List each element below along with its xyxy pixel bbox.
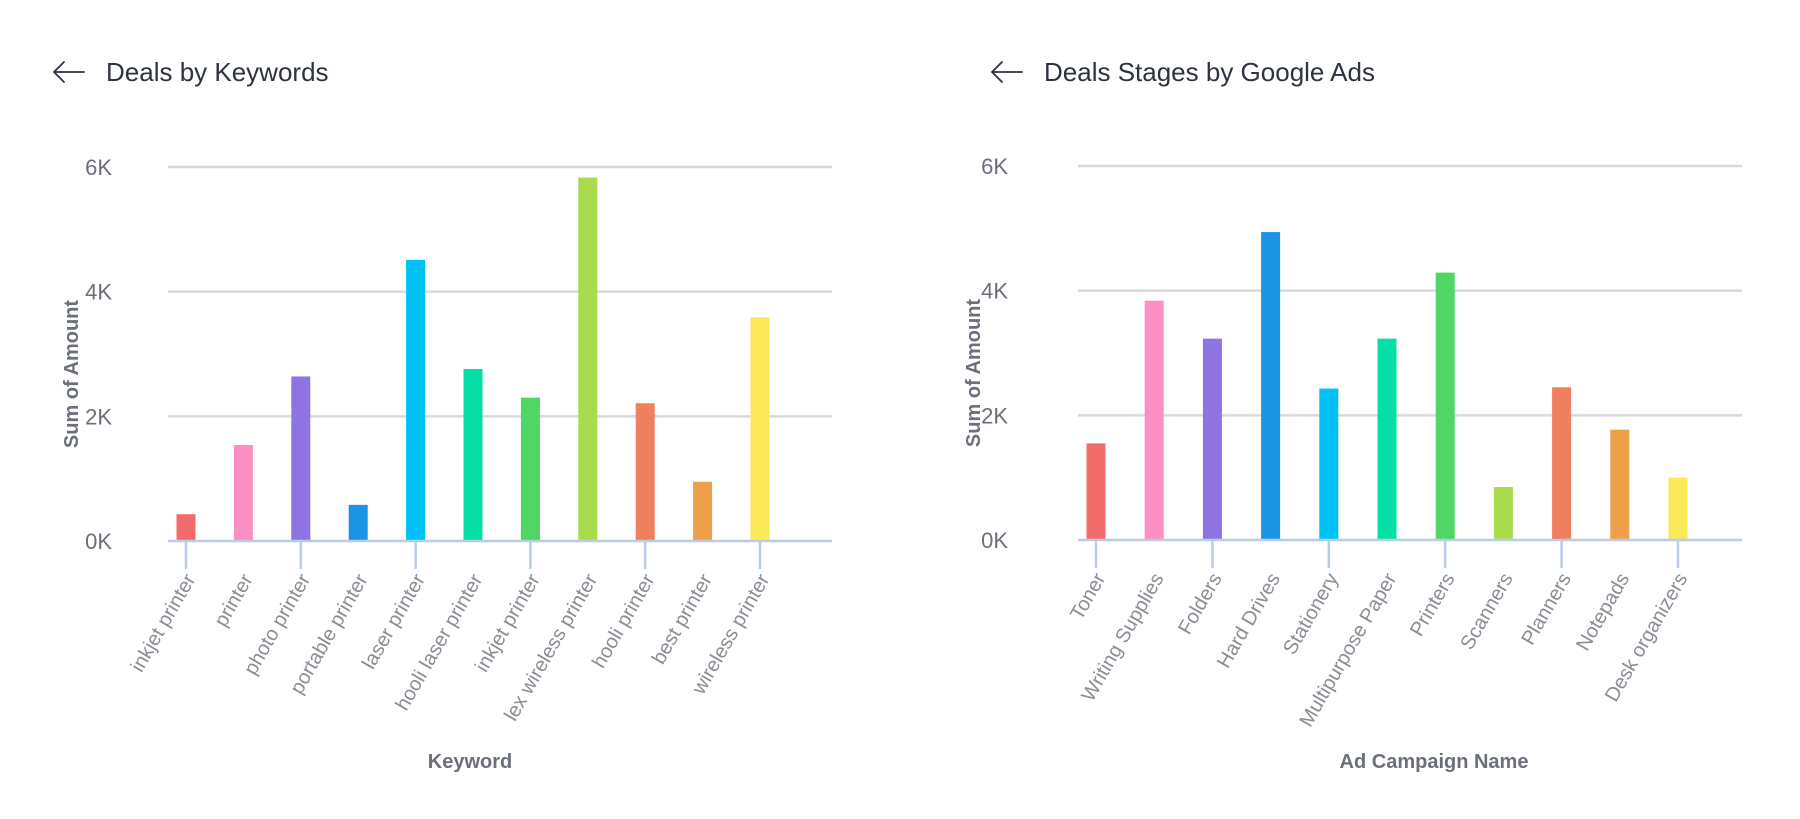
panel-title: Deals by Keywords bbox=[106, 56, 329, 87]
panel-title: Deals Stages by Google Ads bbox=[1044, 56, 1375, 87]
x-tick-label: Notepads bbox=[1572, 570, 1634, 655]
y-tick-label: 0K bbox=[85, 529, 112, 554]
y-tick-label: 0K bbox=[981, 528, 1008, 553]
y-tick-label: 6K bbox=[981, 154, 1008, 179]
x-tick-label: printer bbox=[210, 570, 258, 630]
bar bbox=[1493, 487, 1513, 540]
back-arrow-icon[interactable] bbox=[50, 60, 86, 84]
bar bbox=[693, 481, 713, 541]
x-axis-title: Keyword bbox=[428, 751, 512, 773]
bar bbox=[578, 177, 598, 541]
bar bbox=[750, 317, 770, 541]
bar bbox=[1377, 338, 1397, 540]
y-tick-label: 2K bbox=[981, 403, 1008, 428]
y-tick-label: 4K bbox=[85, 280, 112, 305]
y-axis-title: Sum of Amount bbox=[963, 299, 985, 447]
x-tick-label: Printers bbox=[1406, 570, 1460, 641]
x-tick-label: inkjet printer bbox=[127, 570, 201, 676]
back-arrow-icon[interactable] bbox=[988, 60, 1024, 84]
bar bbox=[1144, 300, 1164, 540]
y-axis-title: Sum of Amount bbox=[61, 300, 83, 448]
bar bbox=[1610, 429, 1630, 540]
y-tick-label: 4K bbox=[981, 279, 1008, 304]
bar bbox=[233, 445, 253, 541]
bar bbox=[406, 259, 426, 541]
y-tick-label: 6K bbox=[85, 155, 112, 180]
x-tick-label: Scanners bbox=[1456, 570, 1517, 654]
bar bbox=[463, 368, 483, 541]
bar bbox=[291, 376, 311, 541]
bar bbox=[1435, 272, 1455, 540]
y-tick-label: 2K bbox=[85, 404, 112, 429]
panel-header: Deals Stages by Google Ads bbox=[988, 52, 1375, 92]
chart-panel-google-ads: Deals Stages by Google Ads 0K 2K 4K 6K Toner… bbox=[900, 0, 1800, 819]
x-tick-label: Folders bbox=[1174, 570, 1226, 639]
x-tick-label: Planners bbox=[1517, 570, 1576, 649]
bar bbox=[1261, 232, 1281, 540]
bar bbox=[1202, 338, 1222, 540]
x-tick-label: Stationery bbox=[1279, 570, 1343, 659]
chart-panel-keywords: Deals by Keywords 0K 2K 4K 6K inkjet printer… bbox=[50, 52, 832, 773]
bar bbox=[520, 397, 540, 541]
bar bbox=[1668, 477, 1688, 540]
bar bbox=[1319, 388, 1339, 540]
x-tick-label: Toner bbox=[1066, 569, 1110, 624]
bar bbox=[1552, 387, 1572, 540]
x-axis-title: Ad Campaign Name bbox=[1340, 751, 1529, 773]
bar bbox=[635, 403, 655, 541]
bar bbox=[348, 504, 368, 541]
bar bbox=[176, 514, 196, 541]
bar bbox=[1086, 443, 1106, 540]
panel-header: Deals by Keywords bbox=[50, 52, 329, 92]
